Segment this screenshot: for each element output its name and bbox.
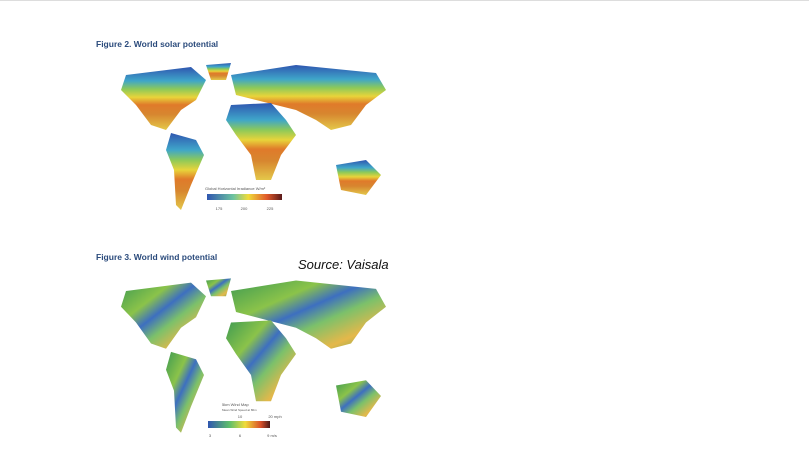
- legend-tick: 3: [209, 433, 212, 438]
- figure-title: Figure 3. World wind potential: [96, 252, 217, 262]
- legend-title: 5km Wind Map: [222, 402, 249, 407]
- legend-title: Global Horizontal Irradiance W/m²: [205, 186, 266, 191]
- legend-tick: 200: [241, 206, 248, 211]
- legend-subtitle: Mean Wind Speed at 80m: [222, 408, 257, 412]
- legend-tick: 225: [267, 206, 274, 211]
- colorbar: [207, 194, 282, 200]
- legend-tick: 175: [216, 206, 223, 211]
- source: Source: Vaisala: [298, 257, 389, 272]
- legend-tick: 20 mph: [268, 414, 281, 419]
- legend-tick: 10: [238, 414, 243, 419]
- legend-tick: 9 m/s: [267, 433, 277, 438]
- colorbar: [208, 421, 270, 428]
- figure-title: Figure 2. World solar potential: [96, 39, 218, 49]
- legend-tick: 6: [239, 433, 242, 438]
